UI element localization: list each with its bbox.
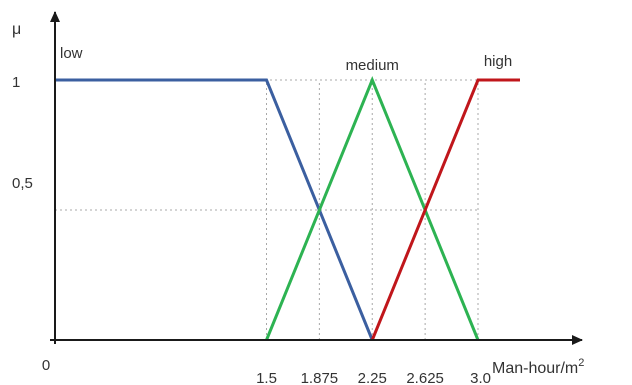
series-line-low — [55, 78, 374, 341]
y-tick-label-0-5: 0,5 — [12, 175, 33, 192]
series-label-low: low — [60, 45, 83, 62]
axes — [50, 11, 583, 345]
series-label-medium: medium — [346, 57, 399, 74]
x-axis-title-superscript: 2 — [578, 357, 584, 369]
y-tick-label-1: 1 — [12, 74, 20, 91]
x-tick-label-1-5: 1.5 — [256, 370, 277, 385]
x-tick-label-1-875: 1.875 — [301, 370, 339, 385]
series-line-high — [370, 78, 520, 341]
x-axis-title-text: Man-hour/m — [492, 360, 578, 377]
x-tick-label-2-25: 2.25 — [358, 370, 387, 385]
series-line-medium — [265, 76, 480, 341]
labels: μ Man-hour/m2 low medium high 0 1.5 1.875 2.25… — [12, 21, 584, 385]
series-label-high: high — [484, 53, 512, 70]
guide-lines — [55, 79, 479, 340]
x-tick-label-0: 0 — [42, 357, 50, 374]
y-axis-title: μ — [12, 21, 21, 38]
x-tick-label-3-0: 3.0 — [470, 370, 491, 385]
series-lines — [55, 76, 520, 341]
x-tick-label-2-625: 2.625 — [406, 370, 444, 385]
x-axis-title: Man-hour/m2 — [492, 357, 584, 377]
